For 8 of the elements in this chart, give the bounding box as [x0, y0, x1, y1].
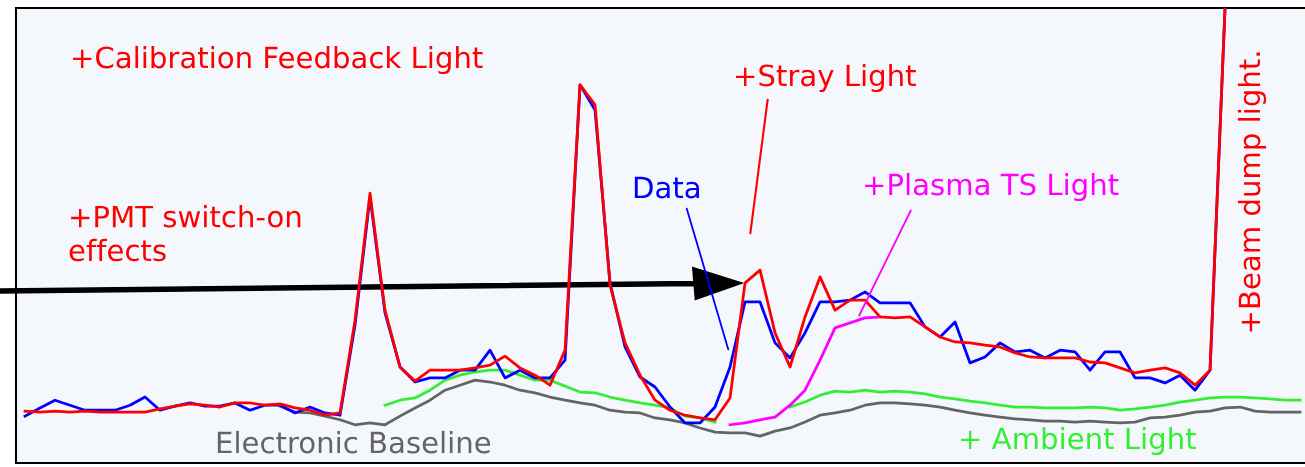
series-label: + Ambient Light — [961, 426, 1196, 456]
annotation: +Calibration Feedback Light — [73, 45, 483, 75]
text: +Plasma TS Light — [865, 172, 1119, 202]
annotation: +PMT switch-on effects — [69, 205, 301, 262]
series-label: Data — [634, 176, 699, 199]
annotation: +Beam dump light. — [1237, 52, 1267, 332]
series-label: Electronic Baseline — [217, 430, 491, 454]
annotation: +Stray Light — [736, 63, 916, 93]
